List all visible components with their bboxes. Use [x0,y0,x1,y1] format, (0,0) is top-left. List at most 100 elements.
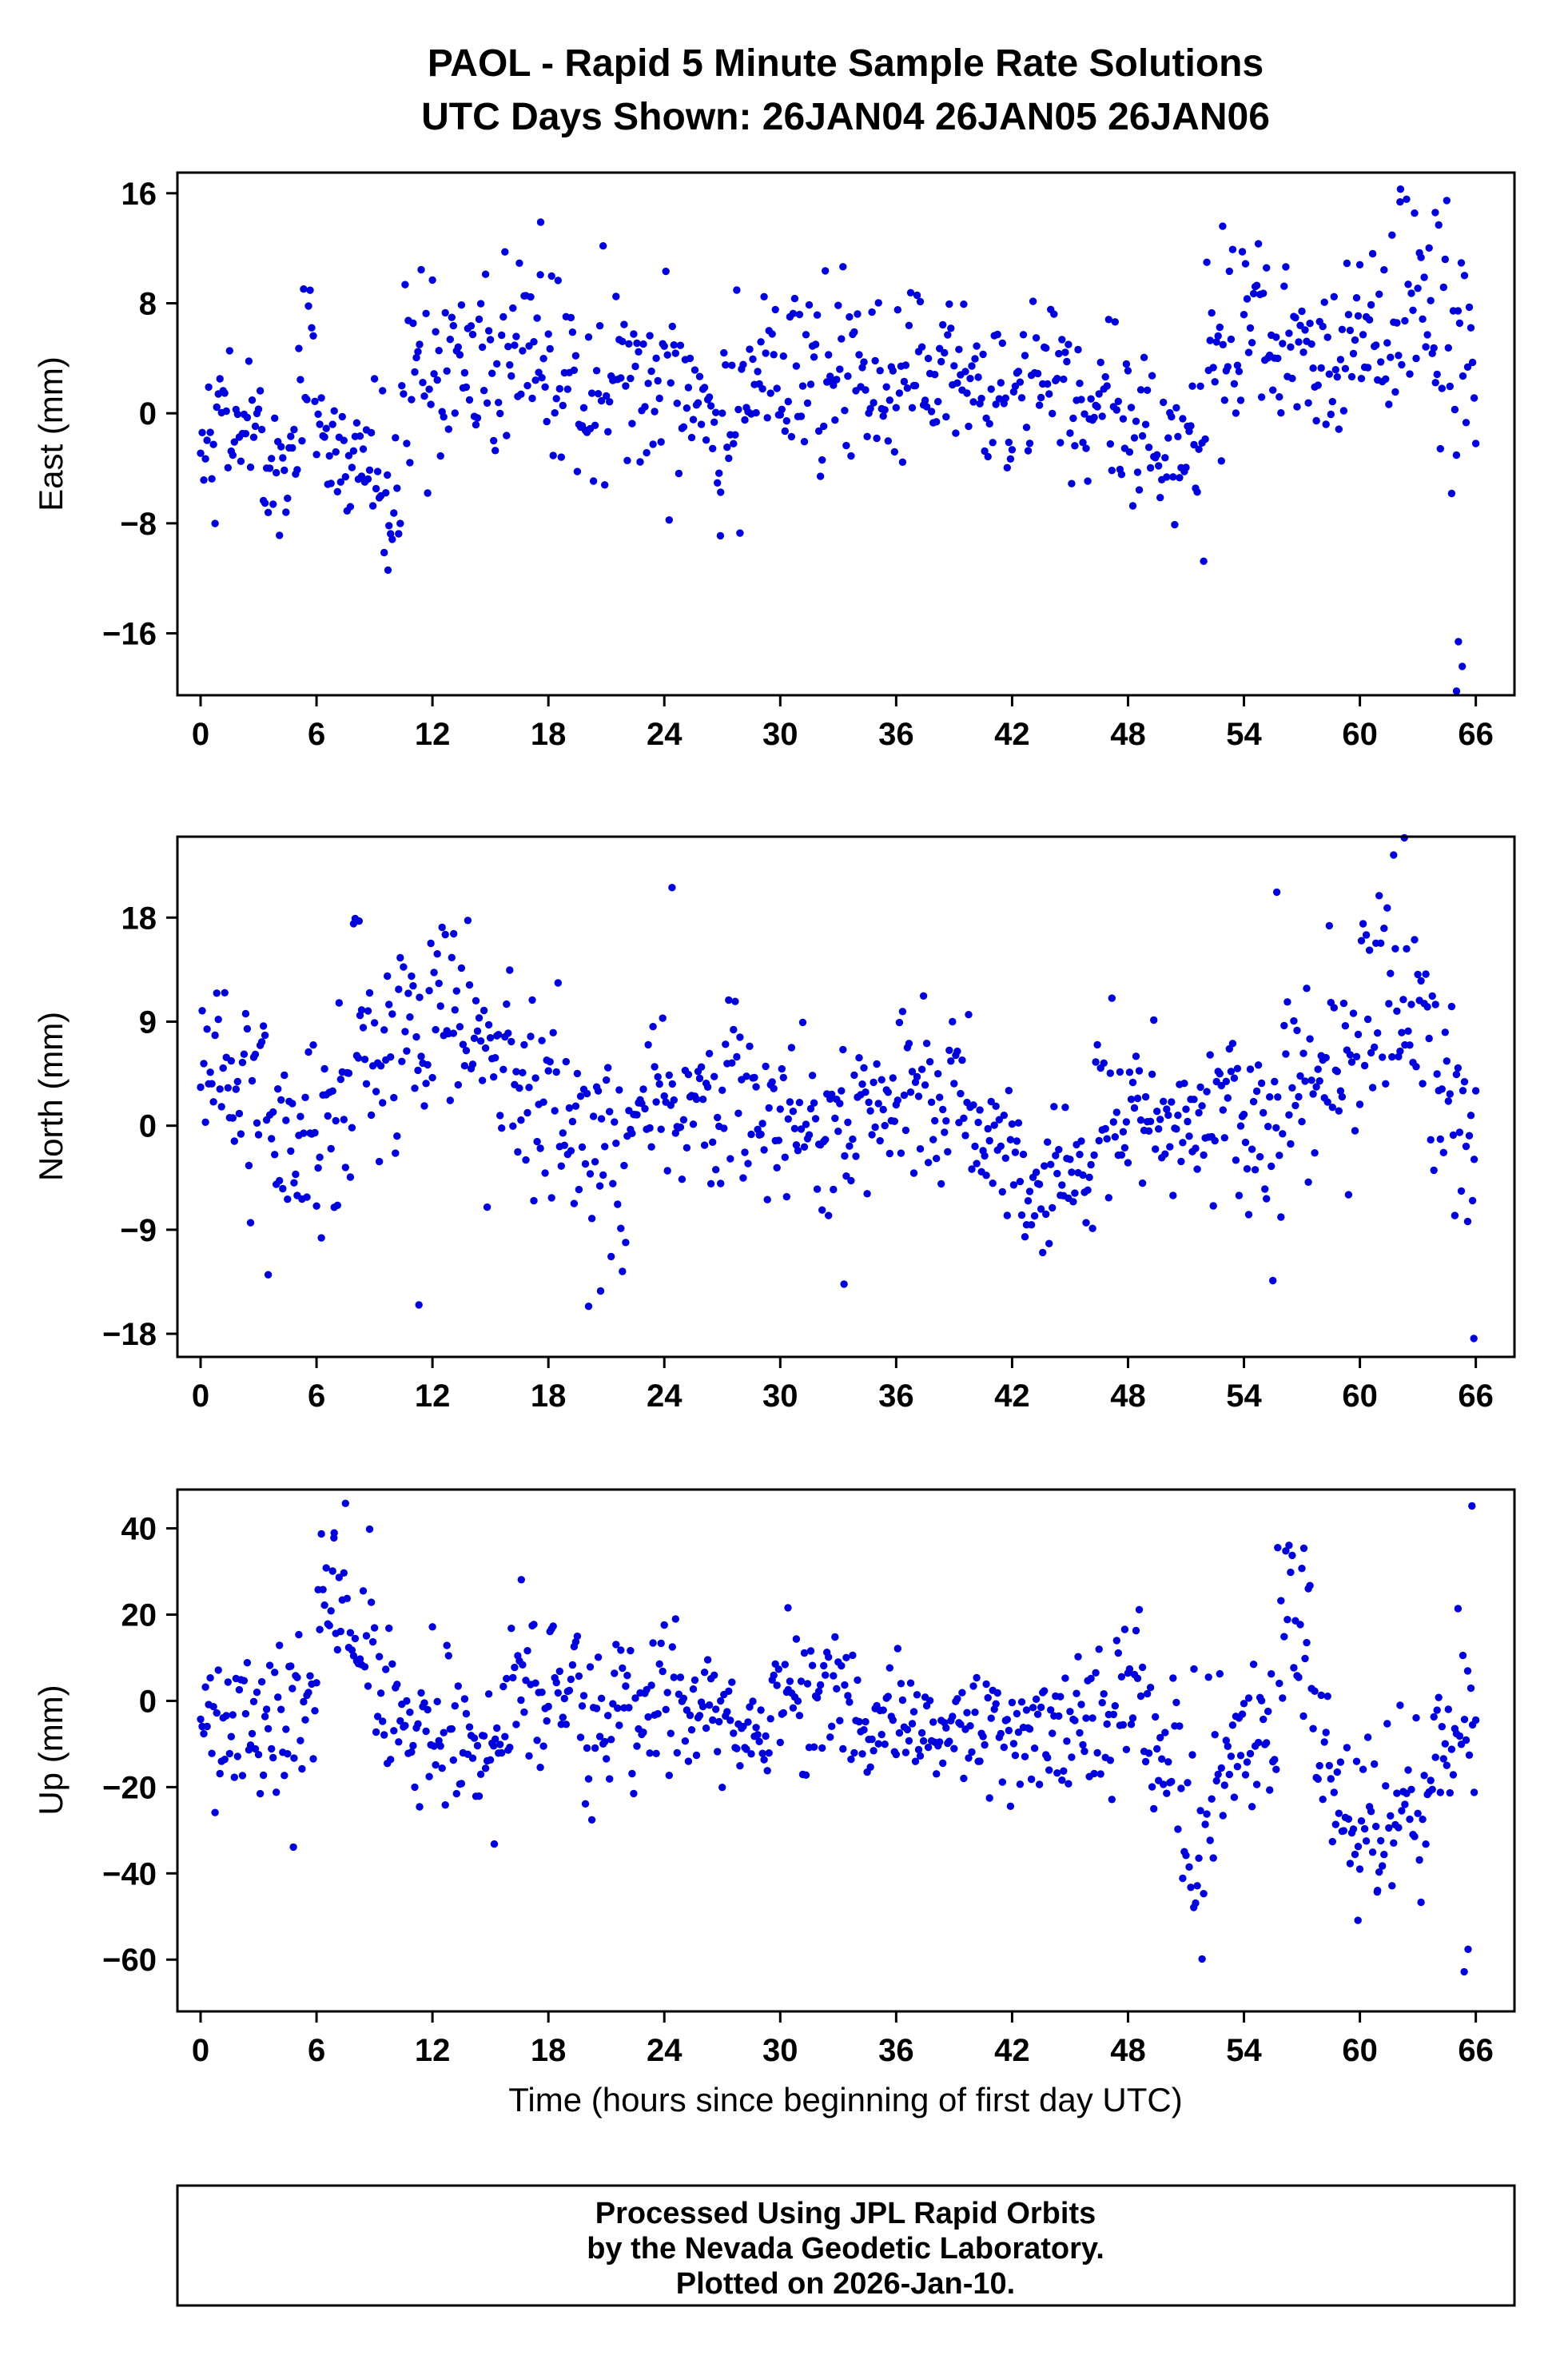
data-point [789,1108,798,1116]
data-point [465,1723,474,1731]
data-point [230,1773,238,1781]
data-point [1304,399,1312,407]
data-point [1249,1661,1258,1669]
data-point [1298,1117,1306,1126]
data-point [876,1136,884,1145]
data-point [416,993,424,1001]
data-point [776,1738,784,1747]
data-point [279,1184,287,1193]
data-point [1212,1776,1220,1785]
data-point [709,444,717,452]
data-point [388,535,396,543]
data-point [1241,1138,1250,1147]
data-point [330,407,338,415]
data-point [1287,343,1295,351]
data-point [336,1627,344,1636]
data-point [1009,1740,1018,1748]
data-point [1455,1128,1464,1136]
data-point [1463,363,1472,371]
data-point [1174,432,1182,440]
data-point [344,452,353,459]
data-point [716,531,725,540]
data-point [879,1706,887,1714]
data-point [1120,1144,1129,1152]
data-point [1328,1837,1337,1846]
data-point [428,1073,436,1082]
data-point [1385,400,1393,408]
data-point [287,1662,295,1670]
data-point [934,1070,942,1078]
data-point [973,1673,981,1682]
data-point [805,300,814,309]
y-tick-label: 0 [139,1109,157,1144]
data-point [818,1744,826,1752]
data-point [304,1689,312,1697]
data-point [1021,1233,1029,1241]
data-point [676,341,685,349]
data-point [702,436,710,444]
data-point [493,1724,501,1732]
data-point [741,1148,749,1156]
data-point [559,1129,567,1137]
data-point [646,332,654,340]
data-point [726,1155,734,1163]
data-point [1325,1761,1334,1770]
data-point [992,1700,1000,1708]
data-point [1240,1110,1248,1119]
data-point [1206,1836,1214,1844]
data-point [448,1724,456,1733]
data-point [438,1764,446,1772]
data-point [1152,1713,1160,1721]
data-point [403,1047,411,1055]
footer-line-3: Plotted on 2026-Jan-10. [676,2267,1015,2301]
data-point [742,1745,750,1753]
data-point [1382,1782,1390,1790]
data-point [1209,364,1217,372]
data-point [770,351,778,359]
data-point [1243,295,1252,303]
data-point [790,1124,799,1133]
data-point [833,1685,841,1693]
data-point [652,354,660,362]
chart-subtitle: UTC Days Shown: 26JAN04 26JAN05 26JAN06 [421,96,1270,138]
data-point [355,917,363,925]
x-tick-label: 6 [308,717,325,752]
data-point [646,1749,654,1757]
data-point [1042,344,1050,352]
data-point [306,1672,314,1680]
data-point [700,384,709,392]
data-point [822,1136,830,1144]
data-point [789,309,798,317]
x-tick-label: 6 [308,1378,325,1414]
data-point [401,1721,409,1730]
data-point [411,368,419,376]
data-point [1315,1761,1323,1770]
data-point [1160,1097,1168,1106]
data-point [639,1728,647,1736]
data-point [1436,1788,1445,1796]
data-point [1355,1100,1364,1108]
data-point [1251,1166,1260,1174]
data-point [360,1663,369,1671]
data-point [730,1025,738,1034]
data-point [1436,444,1445,453]
data-point [854,1676,862,1685]
data-point [240,1050,249,1058]
data-point [209,440,217,448]
data-point [1412,1063,1420,1071]
data-point [1314,1065,1322,1073]
data-point [277,443,285,451]
data-point [1252,1780,1261,1788]
data-point [460,1695,469,1703]
data-point [885,1149,894,1158]
data-point [838,1087,846,1095]
data-point [1228,1040,1237,1048]
data-point [747,1750,755,1758]
data-point [873,434,881,443]
data-point [1357,937,1366,945]
data-point [446,1096,454,1104]
data-point [1344,1191,1353,1199]
data-point [663,1689,671,1697]
data-point [1160,398,1168,407]
data-point [1301,1654,1309,1663]
